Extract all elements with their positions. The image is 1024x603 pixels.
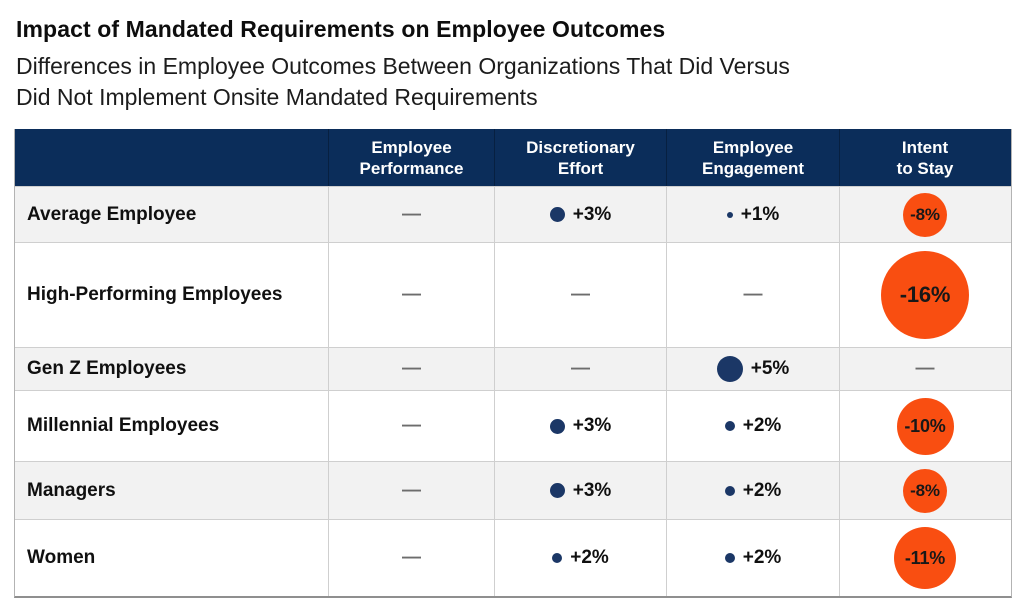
- cell-value: —: [494, 243, 666, 347]
- table-row-managers: Managers — +3% +2% -8%: [15, 461, 1011, 519]
- header-line: Effort: [557, 158, 604, 178]
- bubble-value-label: +3%: [572, 479, 612, 501]
- positive-bubble: [724, 421, 735, 431]
- positive-bubble: [552, 553, 563, 563]
- positive-bubble: [724, 485, 735, 496]
- header-line: to Stay: [896, 158, 954, 178]
- cell-value: +2%: [666, 391, 839, 461]
- positive-bubble: [549, 207, 565, 222]
- table-header-row: Employee Performance Discretionary Effor…: [15, 129, 1011, 186]
- cell-value: +3%: [494, 187, 666, 242]
- bubble-value-label: +2%: [742, 479, 782, 501]
- cell-value: -10%: [839, 391, 1010, 461]
- bubble-value-label: +3%: [572, 415, 612, 436]
- header-line: Intent: [901, 137, 949, 157]
- header-line: Engagement: [701, 158, 805, 178]
- positive-bubble: [724, 553, 735, 563]
- header-cell-empty: [15, 129, 328, 186]
- table-row-high-performing-employees: High-Performing Employees — — — -16%: [15, 242, 1011, 347]
- cell-value: —: [839, 348, 1010, 390]
- negative-bubble: -8%: [903, 468, 947, 513]
- no-difference-dash: —: [402, 415, 421, 436]
- cell-value: —: [494, 348, 666, 390]
- row-label: High-Performing Employees: [27, 284, 283, 305]
- row-label: Gen Z Employees: [27, 358, 187, 379]
- cell-value: —: [666, 243, 839, 347]
- row-label: Average Employee: [27, 203, 197, 225]
- no-difference-dash: —: [402, 547, 421, 568]
- cell-value: +2%: [666, 520, 839, 596]
- page-subtitle: Differences in Employee Outcomes Between…: [16, 51, 1010, 113]
- bubble-value-label: +1%: [740, 203, 780, 225]
- table-row-gen-z-employees: Gen Z Employees — — +5% —: [15, 347, 1011, 390]
- cell-value: -16%: [839, 243, 1010, 347]
- subtitle-line-1: Differences in Employee Outcomes Between…: [16, 53, 790, 79]
- no-difference-dash: —: [743, 284, 763, 305]
- cell-value: +2%: [666, 462, 839, 519]
- header-line: Discretionary: [526, 137, 635, 157]
- cell-value: —: [328, 187, 494, 242]
- table-row-average-employee: Average Employee — +3% +1% -8%: [15, 186, 1011, 242]
- page-title: Impact of Mandated Requirements on Emplo…: [16, 16, 666, 42]
- no-difference-dash: —: [402, 358, 421, 379]
- no-difference-dash: —: [402, 479, 421, 501]
- no-difference-dash: —: [402, 284, 421, 305]
- header-line: Employee: [712, 137, 794, 157]
- no-difference-dash: —: [571, 284, 590, 305]
- table-row-women: Women — +2% +2% -11%: [15, 519, 1011, 596]
- cell-value: -8%: [839, 462, 1010, 519]
- cell-value: +3%: [494, 462, 666, 519]
- no-difference-dash: —: [571, 358, 590, 379]
- bubble-value-label: +5%: [750, 358, 790, 379]
- no-difference-dash: —: [402, 203, 421, 225]
- row-label: Women: [27, 547, 96, 568]
- cell-value: —: [328, 462, 494, 519]
- positive-bubble: [716, 356, 743, 382]
- header-cell-intent-to-stay: Intent to Stay: [839, 129, 1010, 186]
- cell-value: +5%: [666, 348, 839, 390]
- bubble-value-label: +3%: [572, 203, 612, 225]
- row-label: Millennial Employees: [27, 415, 220, 436]
- positive-bubble: [549, 483, 565, 498]
- cell-value: +1%: [666, 187, 839, 242]
- row-label: Managers: [27, 479, 116, 501]
- cell-value: —: [328, 391, 494, 461]
- negative-bubble: -8%: [903, 192, 947, 237]
- cell-value: -11%: [839, 520, 1010, 596]
- cell-value: +2%: [494, 520, 666, 596]
- header-line: Performance: [359, 158, 464, 178]
- results-table: Employee Performance Discretionary Effor…: [14, 129, 1012, 598]
- negative-bubble: -16%: [881, 251, 969, 339]
- negative-bubble: -10%: [896, 397, 954, 455]
- no-difference-dash: —: [915, 358, 935, 379]
- header-cell-employee-performance: Employee Performance: [328, 129, 494, 186]
- header-line: Employee: [371, 137, 452, 157]
- subtitle-line-2: Did Not Implement Onsite Mandated Requir…: [16, 84, 538, 110]
- header-cell-employee-engagement: Employee Engagement: [666, 129, 839, 186]
- positive-bubble: [549, 418, 565, 434]
- header-cell-discretionary-effort: Discretionary Effort: [494, 129, 666, 186]
- cell-value: —: [328, 520, 494, 596]
- bubble-value-label: +2%: [742, 547, 782, 568]
- table-row-millennial-employees: Millennial Employees — +3% +2% -10%: [15, 390, 1011, 461]
- cell-value: -8%: [839, 187, 1010, 242]
- cell-value: +3%: [494, 391, 666, 461]
- negative-bubble: -11%: [894, 527, 956, 589]
- bubble-value-label: +2%: [570, 547, 609, 568]
- cell-value: —: [328, 243, 494, 347]
- bubble-value-label: +2%: [742, 415, 782, 436]
- positive-bubble: [726, 211, 733, 218]
- cell-value: —: [328, 348, 494, 390]
